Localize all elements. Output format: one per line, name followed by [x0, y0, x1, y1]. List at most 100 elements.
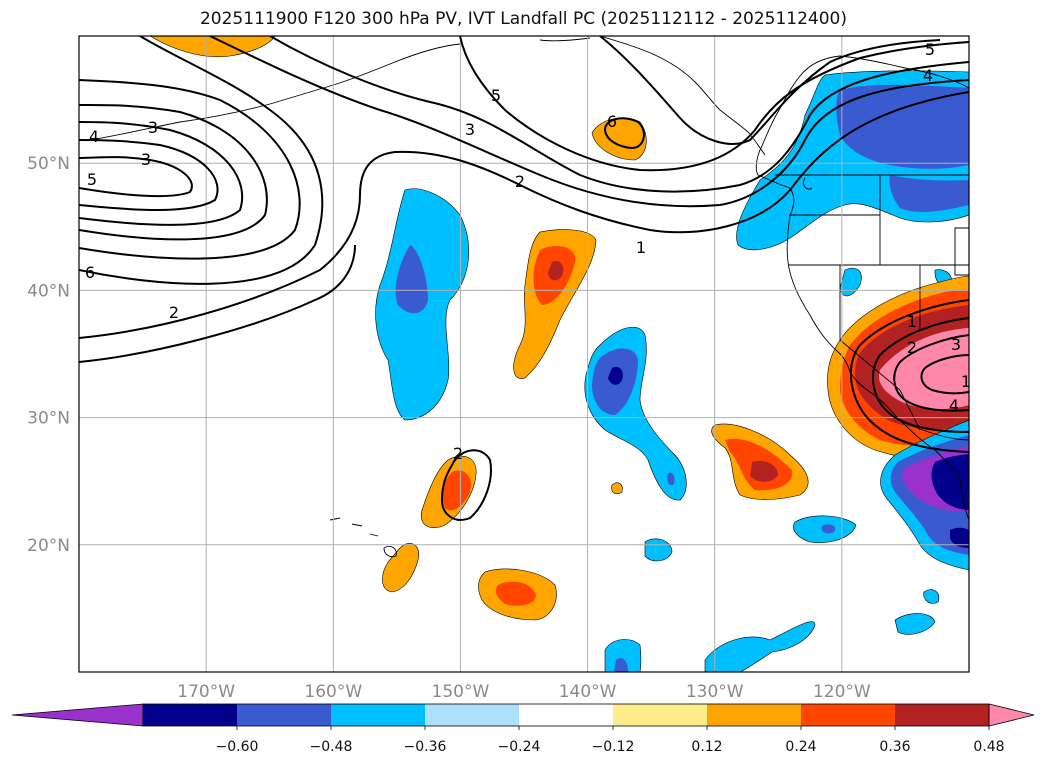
pv-contour-label: 5: [925, 40, 935, 59]
ivt-negative-region: [704, 621, 816, 672]
pv-contour-label: 3: [148, 118, 158, 137]
ivt-negative-region: [395, 245, 428, 314]
pv-contour-label-text: 4: [923, 66, 933, 85]
pv-contour-line: [872, 317, 969, 433]
pv-contour-label: 4: [923, 66, 933, 85]
pv-contour-label: 3: [465, 120, 475, 139]
ivt-negative-region: [644, 538, 673, 562]
pv-contour-label: 6: [607, 112, 617, 131]
plot-frame: [78, 35, 970, 673]
colorbar-tick-label: −0.36: [404, 739, 447, 755]
colorbar-swatch: [895, 704, 990, 726]
pv-contour-label: 2: [907, 338, 917, 357]
colorbar-tick-label: 0.36: [879, 739, 910, 755]
pv-contour-label-text: 4: [89, 127, 99, 146]
pv-contour-label-text: 6: [607, 112, 617, 131]
pv-contour-label-text: 1: [907, 312, 917, 331]
colorbar-tick-label: −0.48: [310, 739, 353, 755]
pv-contour-label-text: 4: [949, 396, 959, 415]
pv-contour-line: [920, 354, 969, 395]
pv-contour-line: [849, 299, 969, 453]
ivt-positive-region: [496, 581, 536, 606]
ivt-positive-region: [750, 460, 778, 482]
ivt-positive-region: [149, 36, 276, 58]
colorbar-swatch: [801, 704, 896, 726]
pv-contour-label-text: 3: [465, 120, 475, 139]
ivt-shading-layer: [149, 36, 969, 672]
pv-contour-label-text: 5: [491, 86, 501, 105]
lat-tick-label: 20°N: [27, 536, 70, 556]
ivt-negative-region: [836, 84, 969, 169]
pv-contours: [79, 36, 969, 521]
pv-contour-label: 4: [949, 396, 959, 415]
border: [954, 227, 969, 276]
pv-contour-line: [79, 156, 193, 198]
border: [879, 175, 921, 330]
pv-contour-label-text: 2: [169, 303, 179, 322]
pv-contour-label-text: 1: [961, 372, 971, 391]
ivt-negative-region: [614, 658, 628, 672]
lon-tick-label: 120°W: [813, 682, 871, 702]
pv-contour-line: [79, 139, 219, 211]
ivt-negative-region: [950, 527, 969, 548]
pv-contour-label-text: 5: [87, 170, 97, 189]
pv-contour-label-text: 6: [85, 263, 95, 282]
pv-contour-line: [209, 36, 969, 208]
coastline: [539, 37, 591, 42]
colorbar-swatch: [425, 704, 520, 726]
pv-contour-label: 3: [951, 335, 961, 354]
colorbar-tick-label: 0.24: [785, 739, 816, 755]
pv-contour-label-text: 2: [907, 338, 917, 357]
colorbar-swatch: [707, 704, 802, 726]
pv-contour-line: [79, 36, 324, 285]
ivt-negative-region: [667, 472, 675, 486]
colorbar-extend-min: [11, 703, 144, 727]
pv-contour-label: 2: [169, 303, 179, 322]
map-title: 2025111900 F120 300 hPa PV, IVT Landfall…: [199, 9, 847, 29]
lat-tick-label: 30°N: [27, 409, 70, 429]
border: [839, 265, 921, 431]
pv-contour-line: [893, 334, 969, 412]
colorbar-tick-label: −0.12: [592, 739, 635, 755]
lon-tick-label: 140°W: [559, 682, 617, 702]
ivt-negative-region: [608, 366, 623, 385]
pv-contour-label: 1: [636, 238, 646, 257]
pv-contour-label: 1: [907, 312, 917, 331]
colorbar-swatch: [237, 704, 332, 726]
lon-tick-label: 150°W: [432, 682, 490, 702]
pv-contour-line: [603, 117, 645, 150]
colorbar-tick-label: 0.48: [973, 739, 1004, 755]
coastline: [89, 85, 331, 141]
pv-contour-label-text: 2: [515, 172, 525, 191]
colorbar-frame: [142, 703, 990, 727]
pv-contour-line: [79, 79, 301, 260]
lon-tick-label: 160°W: [304, 682, 362, 702]
ivt-positive-region: [611, 482, 623, 495]
coastline: [599, 36, 766, 156]
ivt-negative-region: [889, 175, 969, 212]
coastline: [329, 517, 397, 558]
longitude-tick-labels: 170°W 160°W 150°W 140°W 130°W 120°W: [177, 682, 871, 702]
ivt-negative-region: [894, 613, 936, 635]
pv-contour-line: [459, 36, 969, 172]
border: [802, 177, 813, 190]
lon-tick-label: 170°W: [177, 682, 235, 702]
pv-contour-label-text: 5: [925, 40, 935, 59]
colorbar-swatch: [143, 704, 238, 726]
pv-contour-label: 5: [491, 86, 501, 105]
pv-contour-label: 6: [85, 263, 95, 282]
pv-contour-label-text: 1: [636, 238, 646, 257]
colorbar-tick-label: −0.24: [498, 739, 541, 755]
colorbar-swatch: [331, 704, 426, 726]
ivt-positive-region: [513, 229, 597, 379]
gridlines: [79, 36, 969, 672]
pv-contour-line: [79, 103, 268, 241]
pv-contour-line: [599, 36, 941, 145]
colorbar-tick-label: −0.60: [216, 739, 259, 755]
lon-tick-label: 130°W: [686, 682, 744, 702]
ivt-negative-region: [821, 524, 836, 534]
pv-contour-label: 1: [961, 372, 971, 391]
colorbar-swatch: [519, 704, 614, 726]
